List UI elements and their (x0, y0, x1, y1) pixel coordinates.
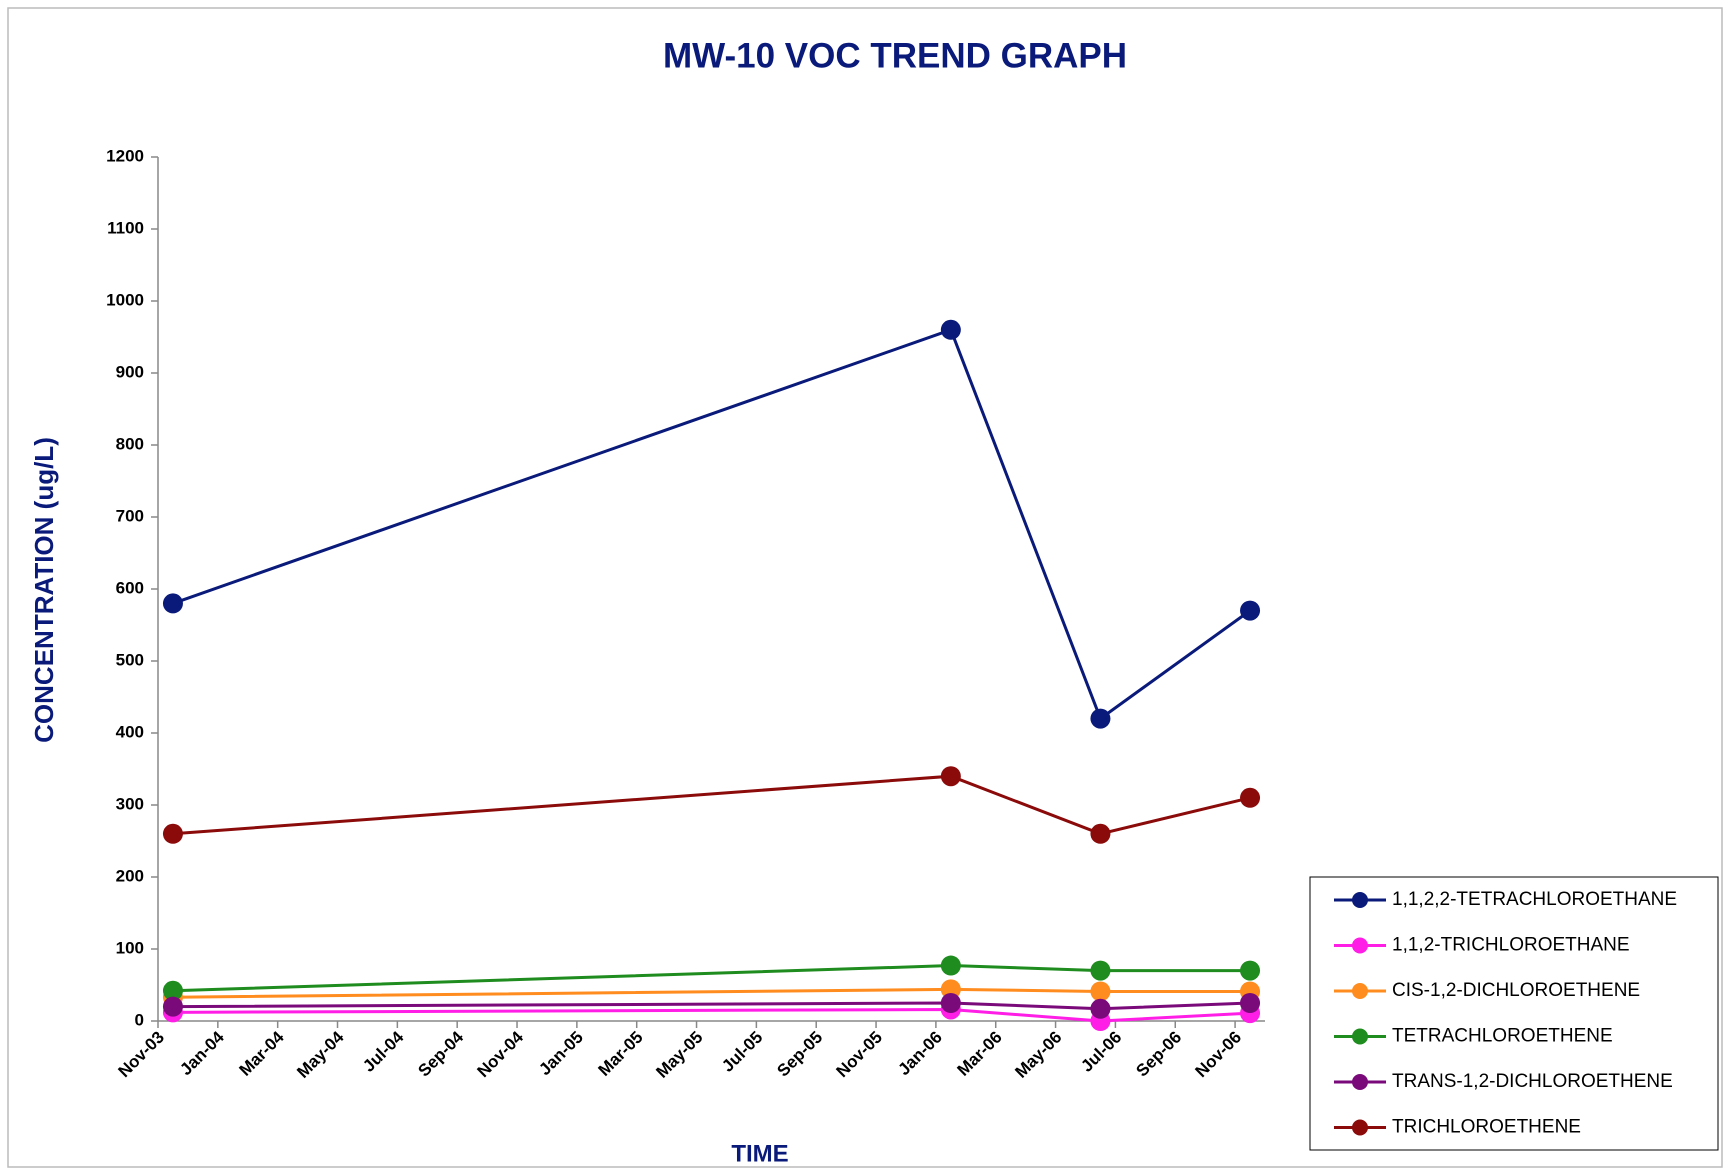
y-tick-label: 400 (116, 722, 144, 741)
data-point (162, 823, 183, 844)
data-point (162, 996, 183, 1017)
data-point (940, 766, 961, 787)
y-tick-label: 700 (116, 506, 144, 525)
legend-label: 1,1,2-TRICHLOROETHANE (1392, 935, 1630, 956)
data-point (940, 993, 961, 1013)
legend-box (1309, 876, 1719, 1151)
y-tick-label: 500 (116, 650, 144, 669)
y-tick-label: 1100 (107, 218, 144, 237)
legend-marker (1352, 1074, 1368, 1090)
x-axis-label: TIME (731, 1140, 788, 1167)
y-tick-label: 100 (116, 938, 144, 957)
data-point (940, 979, 961, 1000)
data-point (940, 955, 961, 976)
legend-marker (1352, 937, 1368, 954)
legend-label: 1,1,2,2-TETRACHLOROETHANE (1392, 889, 1677, 910)
data-point (162, 980, 183, 1001)
data-point (1240, 993, 1261, 1013)
y-tick-label: 300 (116, 794, 144, 813)
legend-marker (1352, 892, 1368, 908)
y-tick-label: 800 (116, 434, 144, 453)
data-point (1240, 960, 1261, 981)
y-tick-label: 0 (135, 1010, 144, 1029)
data-point (1240, 600, 1261, 621)
data-point (1090, 708, 1111, 729)
chart-title: MW-10 VOC TREND GRAPH (663, 36, 1127, 75)
y-tick-label: 600 (116, 578, 144, 597)
legend-marker (1352, 983, 1368, 999)
data-point (1090, 823, 1111, 844)
legend-label: TRICHLOROETHENE (1392, 1117, 1581, 1138)
data-point (1090, 960, 1111, 981)
y-tick-label: 1200 (106, 146, 144, 165)
y-tick-label: 900 (116, 362, 144, 381)
legend-label: TETRACHLOROETHENE (1392, 1026, 1613, 1047)
y-tick-label: 1000 (106, 290, 144, 309)
series-line (172, 1007, 1251, 1023)
series-line (172, 327, 1251, 721)
series-line (172, 774, 1251, 836)
y-axis-label: CONCENTRATION (ug/L) (29, 437, 59, 743)
legend-label: TRANS-1,2-DICHLOROETHENE (1392, 1071, 1673, 1092)
series-line (172, 987, 1251, 999)
legend-marker (1352, 1028, 1368, 1045)
series-line (172, 1001, 1251, 1011)
legend-marker (1352, 1119, 1368, 1136)
data-point (1090, 998, 1111, 1019)
data-point (1090, 981, 1111, 1002)
data-point (940, 319, 961, 340)
series-line (172, 964, 1251, 993)
data-point (162, 593, 183, 614)
legend-label: CIS-1,2-DICHLOROETHENE (1392, 980, 1640, 1001)
y-tick-label: 200 (116, 866, 144, 885)
data-point (1240, 787, 1261, 808)
